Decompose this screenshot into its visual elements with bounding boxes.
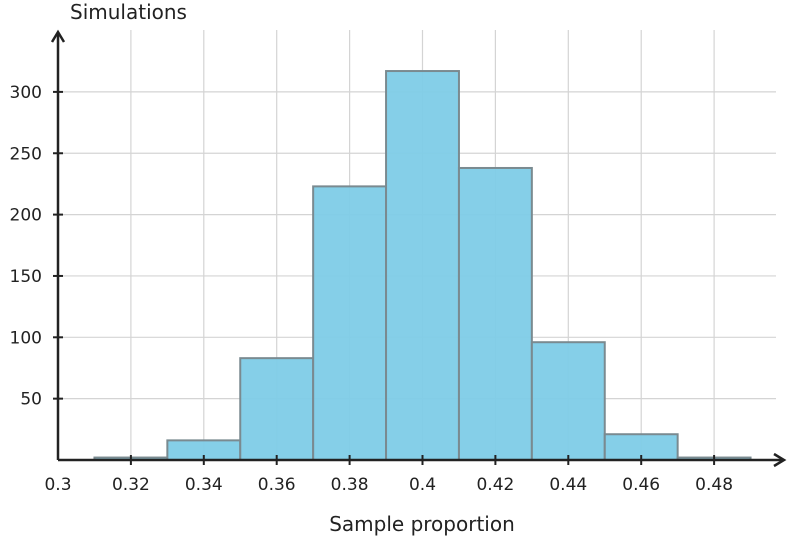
y-tick-label: 200 — [10, 206, 42, 226]
histogram-bar — [239, 357, 315, 461]
y-axis-arrow-icon — [50, 29, 66, 43]
x-tick-label: 0.36 — [258, 475, 296, 495]
y-axis-title: Simulations — [70, 0, 187, 24]
x-tick-labels: 0.3 0.32 0.34 0.36 0.38 0.4 0.42 0.44 0.46 0.48 — [44, 455, 733, 495]
x-tick-label: 0.3 — [44, 475, 71, 495]
x-tick-label: 0.32 — [112, 475, 150, 495]
histogram-bar — [457, 166, 533, 461]
x-axis-arrow-icon — [773, 452, 787, 468]
y-tick-label: 150 — [10, 267, 42, 287]
y-tick-label: 250 — [10, 144, 42, 164]
x-tick-label: 0.38 — [331, 475, 369, 495]
y-tick-label: 50 — [20, 390, 42, 410]
x-tick-label: 0.34 — [185, 475, 223, 495]
y-tick-labels: 50 100 150 200 250 300 — [10, 83, 63, 410]
y-tick-label: 300 — [10, 83, 42, 103]
x-tick-label: 0.48 — [695, 475, 733, 495]
histogram-bar — [530, 341, 606, 462]
x-tick-label: 0.44 — [549, 475, 587, 495]
y-tick-label: 100 — [10, 328, 42, 348]
x-axis-title: Sample proportion — [329, 512, 515, 536]
axes — [50, 29, 787, 468]
x-tick-label: 0.46 — [622, 475, 660, 495]
histogram-bar — [385, 70, 460, 462]
x-tick-label: 0.42 — [476, 475, 514, 495]
histogram-bars — [93, 70, 752, 462]
x-tick-label: 0.4 — [409, 475, 436, 495]
histogram-bar — [312, 185, 388, 461]
